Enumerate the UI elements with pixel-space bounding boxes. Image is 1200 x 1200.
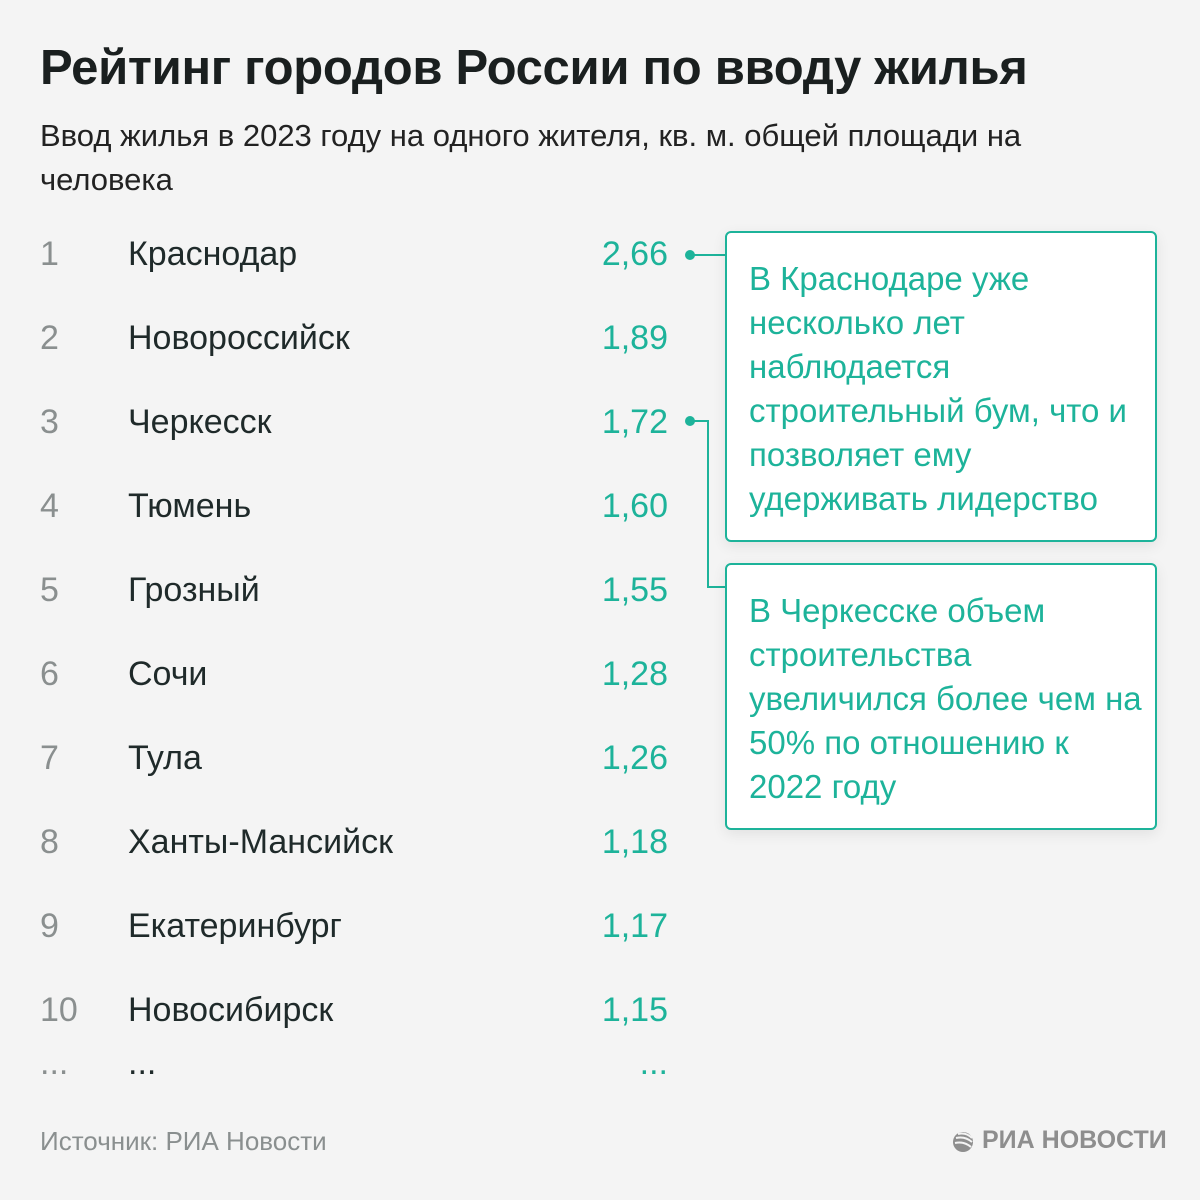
ranking-row: 8 Ханты-Мансийск 1,18 — [0, 817, 700, 867]
source: Источник: РИА Новости — [40, 1126, 327, 1156]
ranking-row: 7 Тула 1,26 — [0, 733, 700, 783]
subtitle: Ввод жилья в 2023 году на одного жителя,… — [40, 118, 1022, 197]
row-value: 1,18 — [601, 823, 668, 861]
logo-text: РИА НОВОСТИ — [982, 1126, 1167, 1154]
row-rank: 6 — [40, 655, 59, 693]
ranking-row: ......... — [0, 1038, 700, 1088]
row-rank: 3 — [40, 403, 59, 441]
row-rank: 8 — [40, 823, 59, 861]
row-rank: ... — [40, 1044, 69, 1082]
row-value: 1,60 — [601, 487, 668, 525]
row-rank: 4 — [40, 487, 59, 525]
ranking-row: 2 Новороссийск 1,89 — [0, 313, 700, 363]
row-value: 1,55 — [601, 571, 668, 609]
row-value: 1,15 — [601, 991, 668, 1029]
row-value: 1,28 — [601, 655, 668, 693]
row-value: 1,72 — [601, 403, 668, 441]
row-city: Грозный — [128, 571, 260, 609]
ranking-row: 5 Грозный 1,55 — [0, 565, 700, 615]
row-rank: 1 — [40, 235, 59, 273]
row-city: Сочи — [128, 655, 208, 693]
row-rank: 10 — [40, 991, 78, 1029]
ranking-row: 1 Краснодар 2,66 — [0, 229, 700, 279]
row-value: 1,89 — [601, 319, 668, 357]
row-city: Екатеринбург — [128, 907, 342, 945]
row-city: Новороссийск — [128, 319, 350, 357]
row-value: 1,17 — [601, 907, 668, 945]
ranking-row: 6 Сочи 1,28 — [0, 649, 700, 699]
row-city: ... — [128, 1044, 157, 1082]
row-city: Краснодар — [128, 235, 298, 273]
row-value: 2,66 — [601, 235, 668, 273]
ria-logo: РИА НОВОСТИ — [950, 1126, 1167, 1155]
ranking-row: 4 Тюмень 1,60 — [0, 481, 700, 531]
row-city: Тюмень — [128, 487, 252, 525]
row-value: 1,26 — [601, 739, 668, 777]
row-rank: 9 — [40, 907, 59, 945]
row-city: Черкесск — [128, 403, 272, 441]
row-city: Ханты-Мансийск — [128, 823, 393, 861]
row-rank: 2 — [40, 319, 59, 357]
page-title: Рейтинг городов России по вводу жилья — [40, 41, 1028, 95]
row-city: Новосибирск — [128, 991, 334, 1029]
ranking-row: 10 Новосибирск 1,15 — [0, 985, 700, 1035]
row-city: Тула — [128, 739, 202, 777]
row-rank: 7 — [40, 739, 59, 777]
note-cherkessk: В Черкесске объем строительства увеличил… — [725, 563, 1157, 830]
ria-globe-icon — [953, 1131, 973, 1152]
row-value: ... — [639, 1044, 668, 1082]
ranking-row: 3 Черкесск 1,72 — [0, 397, 700, 447]
note-krasnodar: В Краснодаре уже несколько лет наблюдает… — [725, 231, 1157, 542]
ranking-row: 9 Екатеринбург 1,17 — [0, 901, 700, 951]
row-rank: 5 — [40, 571, 59, 609]
